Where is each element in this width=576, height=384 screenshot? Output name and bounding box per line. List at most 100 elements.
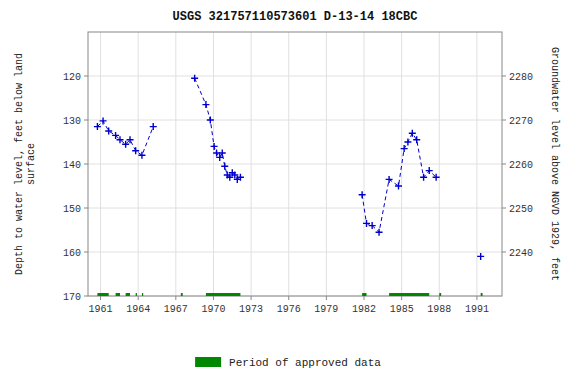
y2-axis-label: Groundwater level above NGVD 1929, feet [549, 47, 560, 281]
x-tick [364, 296, 365, 300]
y-axis-label-line: surface [26, 143, 37, 185]
data-point [395, 183, 402, 190]
x-tick [476, 296, 477, 300]
data-point [150, 123, 157, 130]
y2-tick [502, 164, 506, 165]
x-tick [138, 296, 139, 300]
y-tick [84, 164, 88, 165]
y2-tick-label: 2240 [509, 248, 533, 259]
data-point [477, 253, 484, 260]
data-point [376, 229, 383, 236]
y-tick-label: 160 [63, 248, 81, 259]
y2-tick-label: 2270 [509, 116, 533, 127]
approved-period [439, 293, 441, 296]
x-tick-label: 1967 [164, 304, 188, 315]
legend: Period of approved data [195, 357, 381, 369]
x-tick [100, 296, 101, 300]
data-point [221, 163, 228, 170]
y-grid-line [88, 164, 502, 165]
x-tick [439, 296, 440, 300]
approved-period [206, 293, 241, 296]
series-line [97, 121, 153, 155]
x-tick-label: 1970 [201, 304, 225, 315]
data-point [433, 174, 440, 181]
data-point [211, 143, 218, 150]
y-grid-line [88, 252, 502, 253]
y-tick-label: 150 [63, 204, 81, 215]
y2-tick-label: 2250 [509, 204, 533, 215]
data-point [359, 191, 366, 198]
y-grid-line [88, 120, 502, 121]
approved-period [126, 293, 130, 296]
data-point [127, 136, 134, 143]
chart: 1961196419671970197319761979198219851988… [0, 0, 576, 384]
y-tick-label: 120 [63, 72, 81, 83]
plot-frame [88, 32, 502, 296]
y2-tick [502, 76, 506, 77]
legend-swatch [195, 357, 221, 367]
x-tick [288, 296, 289, 300]
data-point [420, 174, 427, 181]
data-point [112, 132, 119, 139]
data-point [105, 128, 112, 135]
series-line [195, 78, 241, 179]
x-tick-label: 1985 [390, 304, 414, 315]
approved-period [116, 293, 120, 296]
series-line [362, 133, 436, 232]
y2-tick [502, 252, 506, 253]
plot-area [94, 75, 484, 296]
x-tick-label: 1961 [89, 304, 113, 315]
data-point [94, 123, 101, 130]
approved-period [136, 293, 137, 296]
y-tick [84, 76, 88, 77]
x-tick [251, 296, 252, 300]
data-point [122, 141, 129, 148]
data-point [237, 174, 244, 181]
approved-period [181, 293, 183, 296]
y-tick [84, 296, 88, 297]
x-tick-label: 1973 [239, 304, 263, 315]
data-point [409, 130, 416, 137]
approved-period [481, 293, 483, 296]
y-tick-label: 130 [63, 116, 81, 127]
data-point [100, 117, 107, 124]
y2-tick [502, 120, 506, 121]
y-tick-label: 170 [63, 292, 81, 303]
data-point [138, 152, 145, 159]
data-point [191, 75, 198, 82]
x-tick-label: 1982 [352, 304, 376, 315]
background [0, 0, 576, 384]
y-tick [84, 120, 88, 121]
x-tick [213, 296, 214, 300]
approved-period [142, 293, 143, 296]
data-point [369, 222, 376, 229]
x-tick-label: 1964 [126, 304, 150, 315]
x-tick [326, 296, 327, 300]
data-point [404, 139, 411, 146]
y-axis-label-line: Depth to water level, feet below land [14, 53, 25, 275]
x-tick-label: 1988 [427, 304, 451, 315]
y-tick-label: 140 [63, 160, 81, 171]
y-tick [84, 252, 88, 253]
title: USGS 321757110573601 D-13-14 18CBC [173, 10, 418, 24]
data-point [219, 150, 226, 157]
data-point [207, 117, 214, 124]
y-axis-label: Depth to water level, feet below landsur… [14, 53, 37, 275]
data-point [202, 101, 209, 108]
axes: 1961196419671970197319761979198219851988… [63, 72, 533, 316]
approved-period [97, 293, 108, 296]
y2-tick-label: 2280 [509, 72, 533, 83]
data-point [401, 145, 408, 152]
y2-tick-label: 2260 [509, 160, 533, 171]
approved-period [389, 293, 429, 296]
x-tick [401, 296, 402, 300]
data-point [386, 176, 393, 183]
y-tick [84, 208, 88, 209]
data-point [116, 136, 123, 143]
y-grid-line [88, 208, 502, 209]
data-point [132, 147, 139, 154]
x-tick-label: 1979 [314, 304, 338, 315]
data-point [413, 136, 420, 143]
y-grid-line [88, 76, 502, 77]
x-tick-label: 1991 [465, 304, 489, 315]
